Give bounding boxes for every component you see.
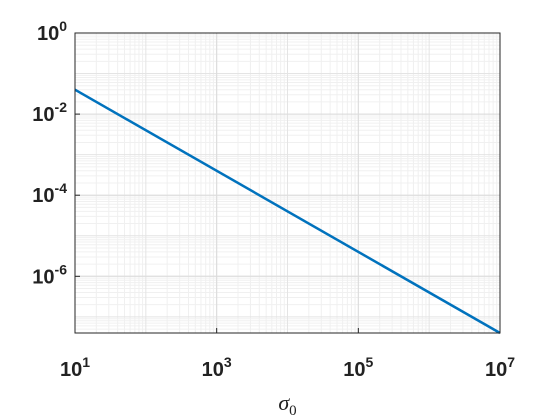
- y-tick-label: 100: [37, 18, 67, 45]
- tick-base: 10: [32, 185, 54, 207]
- tick-base: 10: [32, 104, 54, 126]
- data-line: [74, 88, 501, 335]
- tick-exponent: -4: [55, 180, 68, 196]
- tick-exponent: 0: [59, 18, 67, 34]
- tick-exponent: -6: [55, 261, 68, 277]
- tick-exponent: 1: [82, 354, 90, 370]
- x-tick-label: 107: [485, 354, 515, 381]
- x-label-base: σ: [278, 390, 290, 415]
- tick-base: 10: [37, 23, 59, 45]
- tick-base: 10: [485, 359, 507, 381]
- tick-base: 10: [202, 359, 224, 381]
- y-tick-label: 10-4: [32, 180, 67, 207]
- tick-base: 10: [343, 359, 365, 381]
- tick-exponent: 3: [224, 354, 232, 370]
- tick-exponent: 7: [507, 354, 515, 370]
- tick-exponent: 5: [366, 354, 374, 370]
- tick-base: 10: [32, 266, 54, 288]
- x-tick-label: 105: [343, 354, 373, 381]
- x-tick-label: 101: [60, 354, 90, 381]
- x-axis-label: σ0: [278, 390, 296, 419]
- x-label-subscript: 0: [289, 403, 297, 419]
- y-tick-label: 10-2: [32, 99, 67, 126]
- y-tick-label: 10-6: [32, 261, 67, 288]
- x-tick-label: 103: [202, 354, 232, 381]
- tick-exponent: -2: [55, 99, 68, 115]
- plot-frame: [74, 32, 501, 334]
- tick-base: 10: [60, 359, 82, 381]
